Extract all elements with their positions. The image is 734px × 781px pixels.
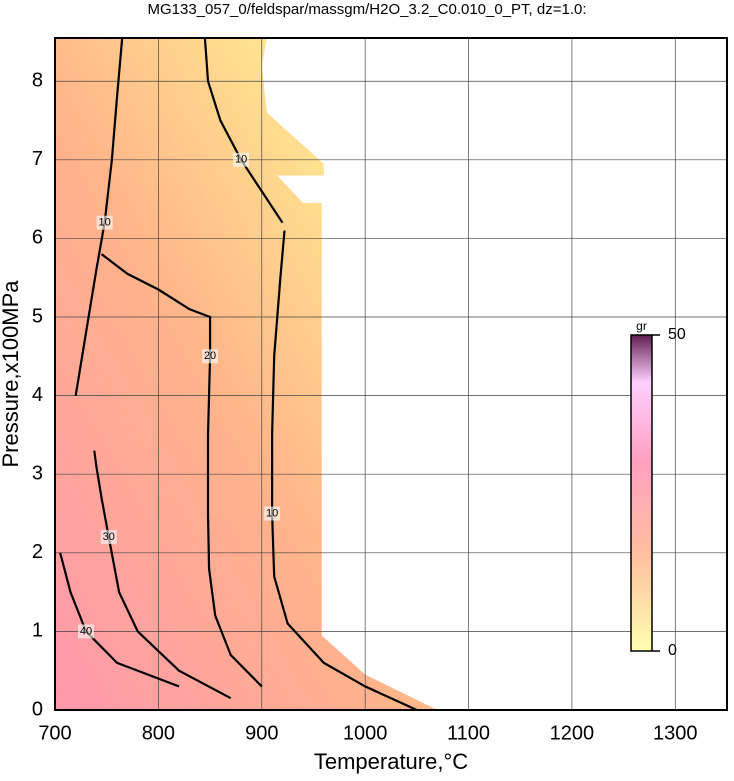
chart-title: MG133_057_0/feldspar/massgm/H2O_3.2_C0.0… (147, 1, 586, 18)
contour-label: 40 (80, 625, 92, 637)
y-tick-label: 3 (32, 462, 43, 484)
x-tick-label: 1200 (550, 722, 595, 744)
x-tick-label: 1000 (343, 722, 388, 744)
y-tick-label: 6 (32, 227, 43, 249)
y-axis-label: Pressure,x100MPa (0, 280, 23, 468)
colorbar-tick-label: 50 (668, 326, 686, 343)
contour-label: 10 (235, 154, 247, 166)
contour-label-bg (96, 215, 113, 230)
colorbar-label: gr (636, 319, 647, 333)
plot-frame (54, 37, 728, 711)
x-tick-label: 1100 (447, 722, 490, 744)
contour-line (100, 253, 263, 688)
contour-line (271, 230, 418, 712)
y-tick-label: 2 (32, 541, 43, 563)
x-tick-label: 700 (38, 722, 71, 744)
contour-line (203, 37, 284, 224)
colorbar-tick-label: 0 (668, 642, 677, 659)
contour-label: 20 (204, 350, 216, 362)
y-tick-label: 5 (32, 305, 43, 327)
contour-label-bg (202, 349, 219, 364)
colorbar (630, 334, 653, 652)
y-tick-label: 0 (32, 698, 43, 720)
y-tick-label: 4 (32, 384, 43, 406)
contour-label: 10 (266, 507, 278, 519)
contour-label-bg (264, 506, 281, 521)
contour-label: 10 (98, 217, 110, 229)
x-tick-label: 800 (142, 722, 175, 744)
x-tick-label: 1300 (653, 722, 698, 744)
contour-label: 30 (103, 531, 115, 543)
contour-label-bg (233, 152, 250, 167)
y-tick-label: 8 (32, 70, 43, 92)
y-tick-label: 1 (32, 620, 43, 642)
x-tick-label: 900 (245, 722, 278, 744)
contour-label-bg (78, 624, 95, 639)
contour-line (93, 450, 232, 700)
x-axis-label: Temperature,°C (314, 749, 468, 774)
contour-label-bg (100, 530, 117, 545)
stability-field (55, 38, 438, 710)
y-tick-label: 7 (32, 148, 43, 170)
